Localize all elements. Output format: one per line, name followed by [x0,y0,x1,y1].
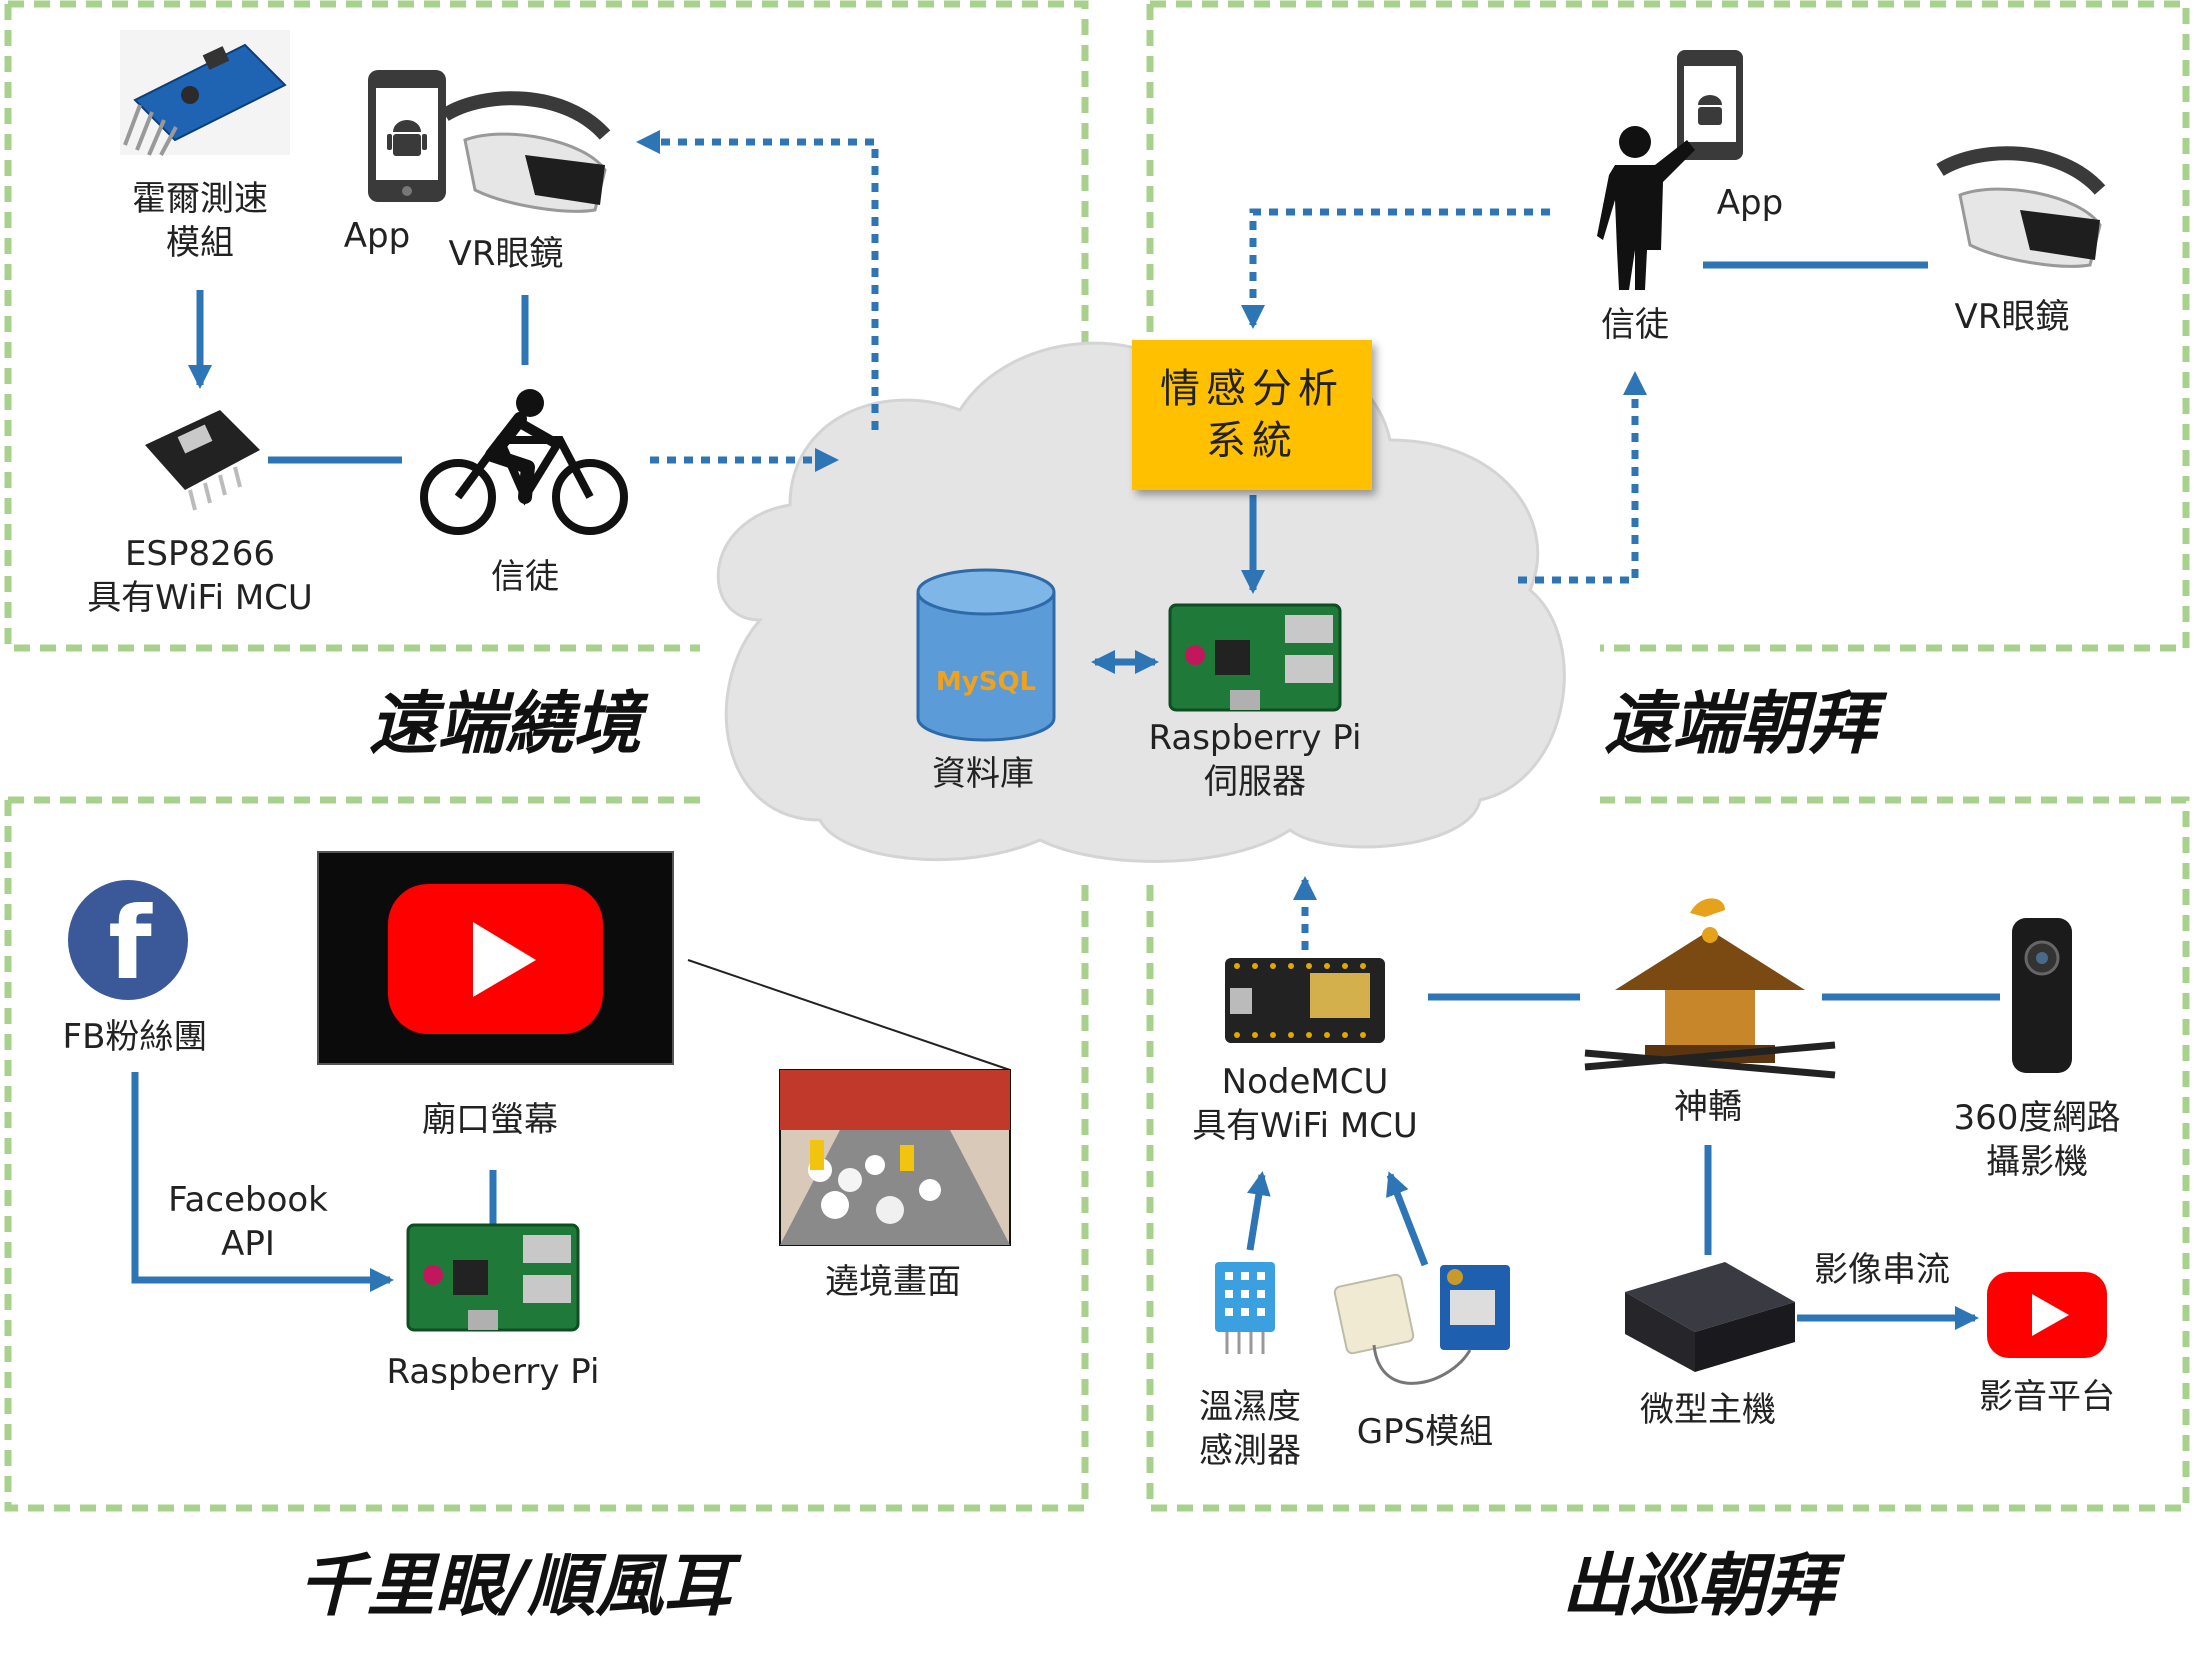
hall-sensor-icon [120,30,290,156]
vr-headset-icon [1936,146,2106,268]
tv-youtube-icon [317,851,674,1065]
border-procession [1146,796,2190,1512]
section-title-remote-tour: 遠端繞境 [368,684,642,764]
raspberry-pi-board-icon [1168,603,1342,712]
arrow-believer-to-emotion [1241,208,1550,329]
nodemcu-label: NodeMCU 具有WiFi MCU [1192,1062,1418,1146]
border-remote-worship [1146,0,2190,652]
vr-headset-icon [441,91,611,213]
smartphone-android-icon [368,70,446,202]
palanquin-label: 神轎 [1674,1087,1742,1127]
app-label: App [343,216,411,256]
procession-photo [779,1069,1011,1246]
camera-360-label: 360度網路 攝影機 [1953,1098,2121,1182]
gps-label: GPS模組 [1356,1412,1494,1452]
screen-pointer-line [687,959,1011,1071]
section-borders [4,0,2190,1512]
database-cylinder-icon: MySQL [916,568,1056,742]
palanquin-icon [1584,898,1836,1079]
svg-text:f: f [108,885,153,1002]
app-label: App [1716,183,1784,223]
arrow-cloud-to-app [636,130,879,430]
dht-sensor-icon [1215,1262,1275,1354]
arrow-cloud-to-believer [1518,371,1647,584]
section-title-procession: 出巡朝拜 [1561,1546,1835,1626]
believer-label: 信徒 [1601,305,1669,345]
esp8266-board-icon [145,410,260,511]
person-with-phone-icon [1597,50,1743,290]
believer-label: 信徒 [491,557,559,597]
video-platform-label: 影音平台 [1979,1377,2115,1417]
connectors [131,130,2000,1330]
arrow-fb-to-pi [131,1072,394,1292]
temple-screen-label: 廟口螢幕 [422,1100,558,1140]
procession-view-label: 遶境畫面 [825,1262,961,1302]
mini-pc-label: 微型主機 [1640,1390,1776,1430]
raspberry-pi-board-icon [406,1223,580,1332]
server-label: Raspberry Pi 伺服器 [1148,718,1362,802]
video-stream-label: 影像串流 [1814,1250,1950,1290]
hall-sensor-label: 霍爾測速 模組 [132,179,268,263]
border-clairvoyance [4,796,1089,1512]
mini-pc-icon [1625,1262,1795,1372]
emotion-analysis-box: 情感分析 系統 [1132,340,1372,490]
vr-glasses-label: VR眼鏡 [448,234,564,274]
camera-360-icon [2012,918,2072,1073]
vr-glasses-label: VR眼鏡 [1954,297,2070,337]
raspberry-pi-label: Raspberry Pi [386,1352,600,1392]
database-label: 資料庫 [932,754,1034,794]
section-title-clairvoyance: 千里眼/順風耳 [298,1546,732,1626]
mysql-logo: MySQL [936,667,1036,697]
facebook-api-label: Facebook API [168,1180,328,1264]
temp-humidity-label: 溫濕度 感測器 [1199,1387,1301,1471]
youtube-icon [1987,1272,2107,1358]
border-remote-tour [4,0,1089,652]
emotion-analysis-label: 情感分析 系統 [1160,366,1344,464]
arrow-gps-to-nodemcu [1386,1171,1429,1267]
facebook-icon: f [68,880,188,1002]
nodemcu-board-icon [1225,958,1385,1043]
fb-fan-page-label: FB粉絲團 [62,1017,208,1057]
gps-module-icon [1333,1265,1510,1385]
esp8266-label: ESP8266 具有WiFi MCU [87,534,313,618]
cyclist-icon [420,389,628,535]
arrow-dht-to-nodemcu [1246,1171,1271,1251]
section-title-remote-worship: 遠端朝拜 [1603,684,1877,764]
